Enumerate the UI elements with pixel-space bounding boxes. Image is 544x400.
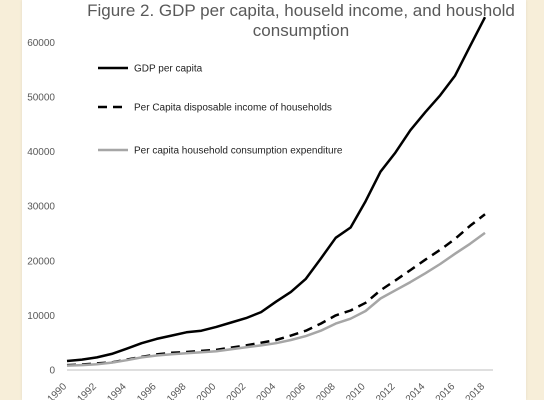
x-tick-label: 2000: [195, 381, 219, 400]
x-tick-label: 1998: [165, 381, 189, 400]
y-tick-label: 10000: [27, 311, 55, 322]
legend-label-1: GDP per capita: [134, 64, 203, 75]
series-line-2: [66, 213, 486, 367]
chart-title-line-2: consumption: [253, 21, 349, 40]
legend: GDP per capita Per Capita disposable inco…: [98, 64, 343, 157]
y-tick-label: 20000: [27, 256, 55, 267]
chart-title-line-1: Figure 2. GDP per capita, houseld income…: [87, 1, 515, 20]
y-tick-label: 40000: [27, 147, 55, 158]
x-tick-label: 1992: [75, 381, 99, 400]
x-tick-label: 2008: [314, 381, 338, 400]
x-tick-label: 2002: [225, 381, 249, 400]
y-tick-label: 60000: [27, 38, 55, 49]
x-tick-label: 1996: [135, 381, 159, 400]
y-axis-ticks: 0 10000 20000 30000 40000 50000 60000: [27, 38, 55, 377]
chart-frame: [22, 0, 526, 400]
legend-label-3: Per capita household consumption expendi…: [134, 146, 343, 157]
series-lines: [66, 16, 487, 367]
x-tick-label: 2014: [404, 381, 428, 400]
x-tick-label: 2010: [344, 381, 368, 400]
x-tick-label: 2018: [464, 381, 488, 400]
y-tick-label: 30000: [27, 202, 55, 213]
x-tick-label: 2004: [255, 381, 279, 400]
legend-label-2: Per Capita disposable income of househol…: [134, 103, 332, 114]
series-line-3: [66, 231, 486, 367]
x-tick-label: 2006: [284, 381, 308, 400]
x-axis-ticks: 1990 1992 1994 1996 1998 2000 2002 2004 2006 2008…: [46, 381, 488, 400]
y-tick-label: 0: [49, 366, 55, 377]
x-tick-label: 1994: [105, 381, 129, 400]
x-tick-label: 2016: [434, 381, 458, 400]
x-tick-label: 1990: [46, 381, 70, 400]
series-line-1: [66, 16, 487, 363]
x-tick-label: 2012: [374, 381, 398, 400]
y-tick-label: 50000: [27, 92, 55, 103]
